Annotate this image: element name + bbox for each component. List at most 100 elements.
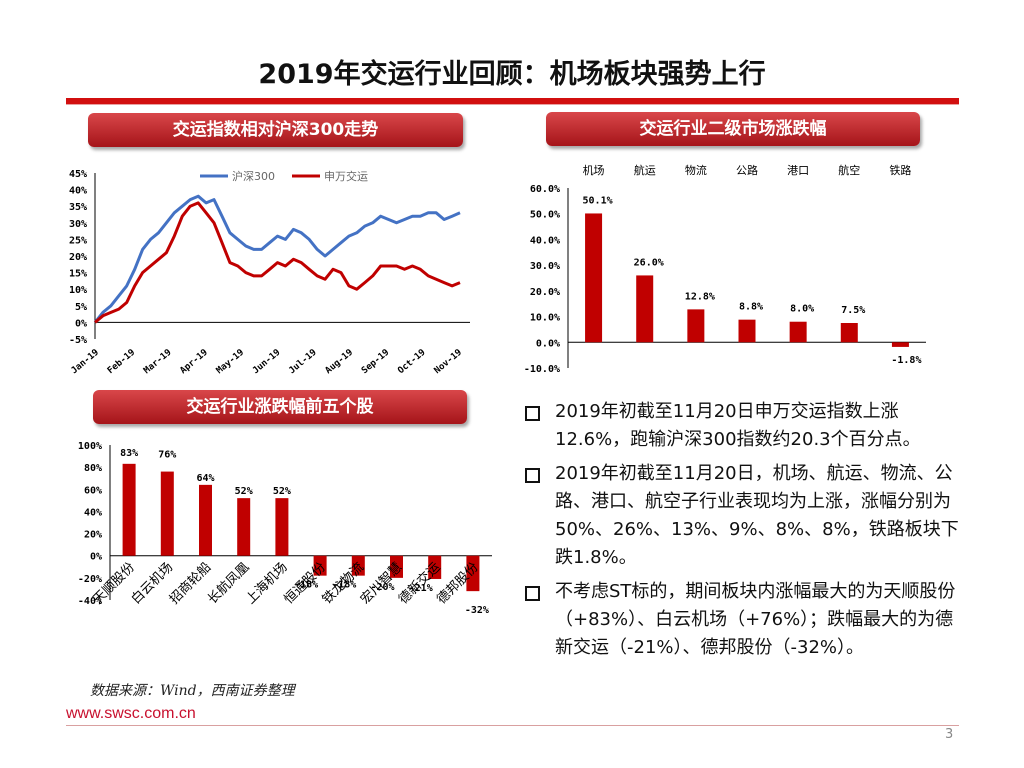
chart2-y-tick-label: 30.0% (530, 261, 560, 272)
banner-chart3: 交运行业涨跌幅前五个股 (93, 390, 467, 424)
chart1-x-tick-label: Nov-19 (433, 348, 464, 377)
page-number: 3 (945, 727, 954, 742)
bullet-item-2: 2019年初截至11月20日，机场、航运、物流、公路、港口、航空子行业表现均为上… (525, 460, 965, 572)
checkbox-square-icon (525, 468, 540, 483)
chart2-category-label: 航运 (634, 163, 656, 177)
chart3-category-label: 长航凤凰 (204, 559, 252, 607)
footer-rule (66, 725, 959, 726)
chart3-category-label: 铁龙物流 (320, 560, 367, 607)
chart2-data-label: 12.8% (685, 291, 715, 302)
chart2-category-label: 铁路 (889, 164, 911, 177)
chart1-y-tick-label: 30% (69, 219, 87, 230)
chart3-bar (275, 498, 289, 556)
chart2-data-label: -1.8% (891, 355, 921, 366)
chart2-y-tick-label: 0.0% (536, 338, 560, 349)
chart2-y-tick-label: -10.0% (524, 364, 560, 375)
chart1-x-tick-label: Mar-19 (142, 348, 173, 377)
chart3-y-tick-label: -40% (78, 596, 102, 607)
chart1-y-tick-label: 25% (69, 235, 87, 246)
chart3-data-label: -32% (465, 605, 489, 616)
data-source: 数据来源：Wind，西南证券整理 (90, 683, 295, 699)
chart1-x-tick-label: Jul-19 (287, 348, 318, 377)
chart2-bar (585, 213, 603, 343)
chart2-category-label: 机场 (583, 163, 605, 177)
chart2-data-label: 26.0% (634, 257, 664, 268)
chart2-data-label: 8.8% (739, 302, 763, 313)
title-rule (66, 98, 959, 104)
chart1-y-tick-label: 20% (69, 252, 87, 263)
chart1-y-tick-label: -5% (69, 335, 87, 346)
chart3-data-label: -18% (294, 580, 318, 591)
chart2-y-tick-label: 20.0% (530, 287, 560, 298)
chart3-category-label: 恒通股份 (282, 560, 329, 607)
chart3-y-tick-label: 20% (84, 530, 102, 541)
chart3-bar (237, 498, 251, 556)
chart1-legend-label: 沪深300 (232, 169, 275, 183)
chart3-data-label: 76% (158, 450, 176, 461)
chart1-x-tick-label: Jan-19 (70, 348, 101, 377)
chart2-category-label: 港口 (787, 164, 809, 177)
page-title: 2019年交运行业回顾：机场板块强势上行 (258, 59, 766, 90)
chart2-bar (891, 342, 909, 347)
checkbox-square-icon (525, 586, 540, 601)
chart3-bar (160, 471, 174, 556)
chart3-y-tick-label: 40% (84, 507, 102, 518)
chart1-y-tick-label: 45% (69, 169, 87, 180)
chart3-bar (351, 555, 365, 576)
chart1-series-line-hs300 (93, 194, 461, 324)
chart1-y-tick-label: 40% (69, 186, 87, 197)
chart2-data-label: 7.5% (841, 305, 865, 316)
chart2-data-label: 50.1% (583, 195, 613, 206)
chart3-bar (390, 555, 403, 578)
chart3-y-tick-label: -20% (78, 574, 102, 585)
chart2-bar (789, 321, 807, 343)
chart3-bar (199, 484, 212, 556)
chart1-x-tick-label: Sep-19 (360, 348, 391, 377)
chart1-x-tick-label: Jun-19 (251, 348, 282, 377)
chart1-legend-label: 申万交运 (324, 169, 368, 183)
chart1-series-line-sw-jiaoyun (94, 201, 461, 324)
chart3-y-tick-label: 80% (84, 463, 102, 474)
banner-chart2: 交运行业二级市场涨跌幅 (546, 112, 920, 146)
chart3-data-label: 52% (273, 486, 291, 497)
chart1-y-tick-label: 5% (75, 302, 87, 313)
chart2-bar (636, 275, 654, 343)
chart3-category-label: 上海机场 (243, 560, 290, 607)
chart3-data-label: -21% (409, 583, 433, 594)
title-rule-thin (66, 104, 959, 105)
chart3-y-tick-label: 100% (78, 441, 102, 452)
chart2-bar (840, 323, 858, 343)
chart2-y-tick-label: 10.0% (530, 313, 560, 324)
chart3-data-label: 64% (196, 473, 214, 484)
chart1-x-tick-label: Oct-19 (396, 348, 427, 377)
chart1-x-tick-label: May-19 (215, 348, 246, 377)
chart1-x-tick-label: Aug-19 (324, 348, 355, 377)
chart1-y-tick-label: 0% (75, 318, 87, 329)
chart1-y-tick-label: 35% (69, 202, 87, 213)
website-link[interactable]: www.swsc.com.cn (66, 705, 196, 722)
chart1-y-tick-label: 10% (69, 285, 87, 296)
chart2-bar (687, 309, 705, 343)
chart2-y-tick-label: 40.0% (530, 235, 560, 246)
bullet-item-3: 不考虑ST标的，期间板块内涨幅最大的为天顺股份（+83%）、白云机场（+76%）… (525, 578, 965, 662)
chart3-bar (313, 555, 327, 576)
chart3-bar (122, 463, 136, 556)
chart2-data-label: 8.0% (790, 304, 814, 315)
chart3-y-tick-label: 0% (90, 552, 102, 563)
checkbox-square-icon (525, 406, 540, 421)
chart2-bar (738, 319, 756, 343)
chart1-y-tick-label: 15% (69, 269, 87, 280)
chart2-category-label: 物流 (685, 163, 707, 177)
chart3-data-label: -20% (370, 582, 394, 593)
chart3-category-label: 白云机场 (128, 559, 176, 607)
bullet-item-1: 2019年初截至11月20日申万交运指数上涨12.6%，跑输沪深300指数约20… (525, 398, 965, 454)
banner-chart1: 交运指数相对沪深300走势 (88, 113, 463, 147)
chart3-y-tick-label: 60% (84, 485, 102, 496)
chart1-x-tick-label: Apr-19 (178, 348, 209, 377)
chart2-category-label: 公路 (736, 164, 758, 177)
chart3-bar (466, 555, 480, 592)
chart1-x-tick-label: Feb-19 (106, 348, 137, 377)
chart2-category-label: 航空 (838, 163, 860, 177)
chart3-data-label: 52% (235, 486, 253, 497)
